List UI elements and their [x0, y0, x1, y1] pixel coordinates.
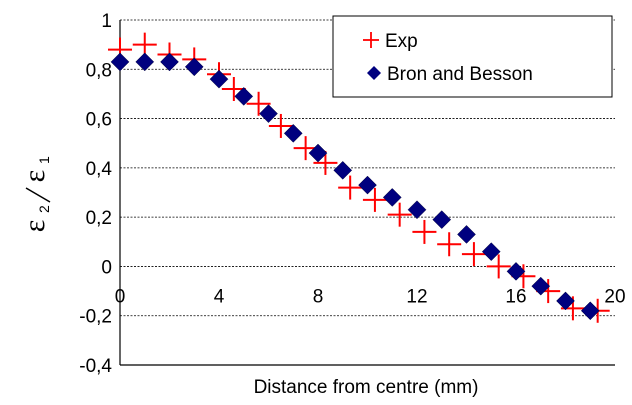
data-point-bron-besson [209, 69, 229, 89]
y-label-numerator-symbol: ε [18, 220, 51, 233]
y-tick-label: 0,6 [86, 110, 112, 131]
y-tick-label: 0 [101, 257, 112, 278]
y-tick-label: 1 [101, 11, 112, 32]
x-tick-label: 0 [115, 286, 126, 307]
data-point-bron-besson [531, 276, 551, 296]
y-tick-label: 0,8 [86, 60, 112, 81]
data-point-bron-besson [358, 175, 377, 195]
data-point-exp [486, 254, 511, 279]
data-point-bron-besson [382, 188, 402, 207]
data-series [108, 32, 610, 323]
data-point-bron-besson [135, 52, 155, 72]
data-point-bron-besson [110, 52, 130, 72]
x-tick-label: 20 [604, 286, 625, 307]
data-point-exp [362, 187, 387, 212]
data-point-bron-besson [556, 291, 575, 311]
data-point-bron-besson [308, 143, 328, 163]
x-tick-label: 4 [214, 286, 225, 307]
legend-label-exp: Exp [385, 31, 418, 52]
gridlines [120, 19, 615, 317]
y-label-fraction-slash [25, 187, 51, 203]
data-point-bron-besson [506, 262, 526, 281]
y-label-numerator-subscript: 2 [36, 205, 52, 213]
data-point-exp [268, 113, 293, 138]
legend-label-bron-besson: Bron and Besson [387, 64, 533, 85]
data-point-bron-besson [580, 301, 600, 321]
y-tick-label: 0,2 [86, 208, 112, 229]
legend-box [332, 15, 613, 98]
data-point-bron-besson [407, 200, 427, 220]
x-tick-label: 12 [406, 286, 427, 307]
x-tick-label: 16 [505, 286, 526, 307]
x-tick-label: 8 [313, 286, 324, 307]
data-point-bron-besson [184, 57, 204, 77]
data-point-exp [338, 175, 363, 200]
y-label-denominator-symbol: ε [18, 170, 51, 183]
data-point-bron-besson [333, 160, 353, 180]
data-point-exp [461, 242, 486, 267]
data-point-bron-besson [457, 225, 476, 244]
series-1 [110, 52, 600, 321]
legend-marker-bron-besson [367, 66, 381, 80]
data-point-bron-besson [283, 124, 303, 143]
x-axis-title: Distance from centre (mm) [254, 377, 479, 398]
y-tick-label: -0,2 [79, 307, 112, 328]
y-label-denominator-subscript: 1 [36, 156, 52, 164]
data-point-exp [437, 232, 462, 257]
data-point-bron-besson [432, 210, 452, 229]
data-point-bron-besson [160, 52, 179, 72]
data-point-exp [412, 219, 437, 244]
y-tick-label: -0,4 [79, 356, 112, 377]
data-point-bron-besson [481, 242, 501, 261]
data-point-bron-besson [259, 104, 278, 123]
x-tick-labels: 0 4 8 12 16 20 [115, 286, 626, 307]
data-point-exp [387, 202, 412, 227]
data-point-bron-besson [234, 87, 254, 106]
legend-marker-exp [363, 32, 379, 48]
legend: Exp Bron and Besson [332, 15, 613, 98]
y-tick-labels: 1 0,8 0,6 0,4 0,2 0 -0,2 -0,4 [79, 11, 112, 377]
y-tick-label: 0,4 [86, 159, 113, 180]
data-point-exp [246, 91, 271, 116]
y-axis-title: ε 2 ε 1 [18, 156, 52, 232]
